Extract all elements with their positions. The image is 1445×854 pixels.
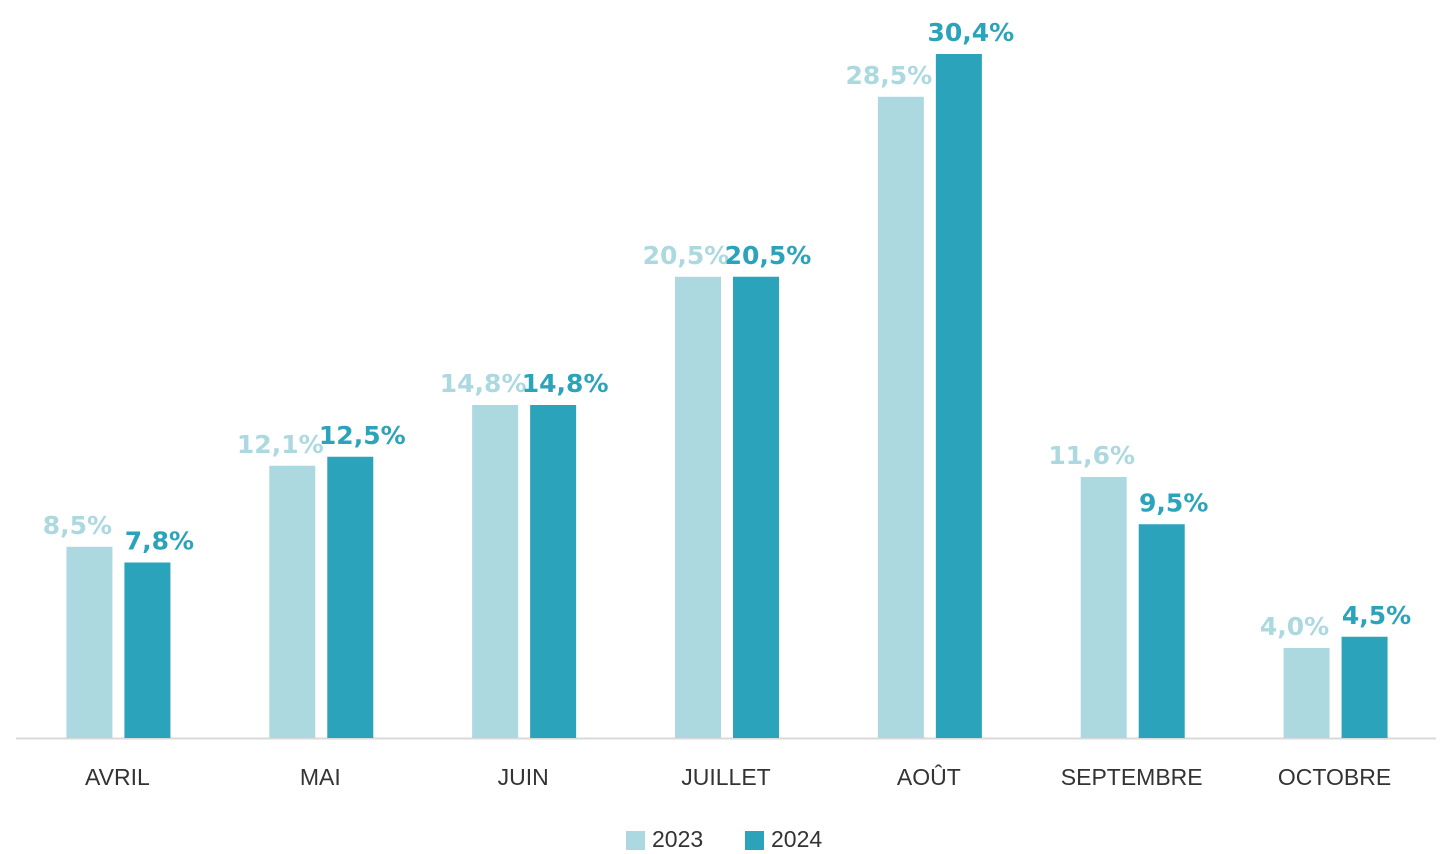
- bar: [1341, 636, 1388, 738]
- bar: [1080, 477, 1127, 738]
- x-tick-label: AVRIL: [85, 764, 150, 790]
- legend-label: 2023: [652, 826, 703, 852]
- x-tick-label: OCTOBRE: [1278, 764, 1391, 790]
- data-label: 12,5%: [319, 421, 406, 450]
- bar: [269, 465, 316, 738]
- x-tick-label: AOÛT: [897, 763, 961, 790]
- data-label: 4,0%: [1260, 612, 1329, 641]
- bar: [327, 456, 374, 738]
- legend-swatch: [626, 831, 645, 850]
- data-label: 11,6%: [1048, 441, 1135, 470]
- bar: [733, 276, 779, 738]
- data-label: 12,1%: [237, 430, 324, 459]
- bar: [530, 405, 577, 738]
- data-label: 14,8%: [440, 369, 527, 398]
- bar: [472, 405, 519, 738]
- data-label: 4,5%: [1342, 601, 1411, 630]
- data-label: 20,5%: [725, 241, 812, 270]
- legend-label: 2024: [771, 826, 822, 852]
- x-tick-label: MAI: [300, 764, 341, 790]
- bar: [675, 276, 721, 738]
- data-label: 9,5%: [1139, 488, 1208, 517]
- x-tick-label: SEPTEMBRE: [1061, 764, 1203, 790]
- data-label: 14,8%: [522, 369, 609, 398]
- bar: [124, 562, 171, 738]
- bar: [935, 54, 982, 738]
- x-tick-label: JUILLET: [681, 764, 770, 790]
- bar: [1283, 648, 1330, 738]
- data-label: 30,4%: [927, 18, 1014, 47]
- legend-swatch: [745, 831, 764, 850]
- bar: [1138, 524, 1185, 738]
- data-label: 20,5%: [643, 241, 730, 270]
- bar: [877, 96, 924, 738]
- x-tick-label: JUIN: [498, 764, 549, 790]
- data-label: 8,5%: [43, 511, 112, 540]
- data-label: 28,5%: [845, 61, 932, 90]
- bar: [66, 546, 113, 738]
- data-label: 7,8%: [125, 527, 194, 556]
